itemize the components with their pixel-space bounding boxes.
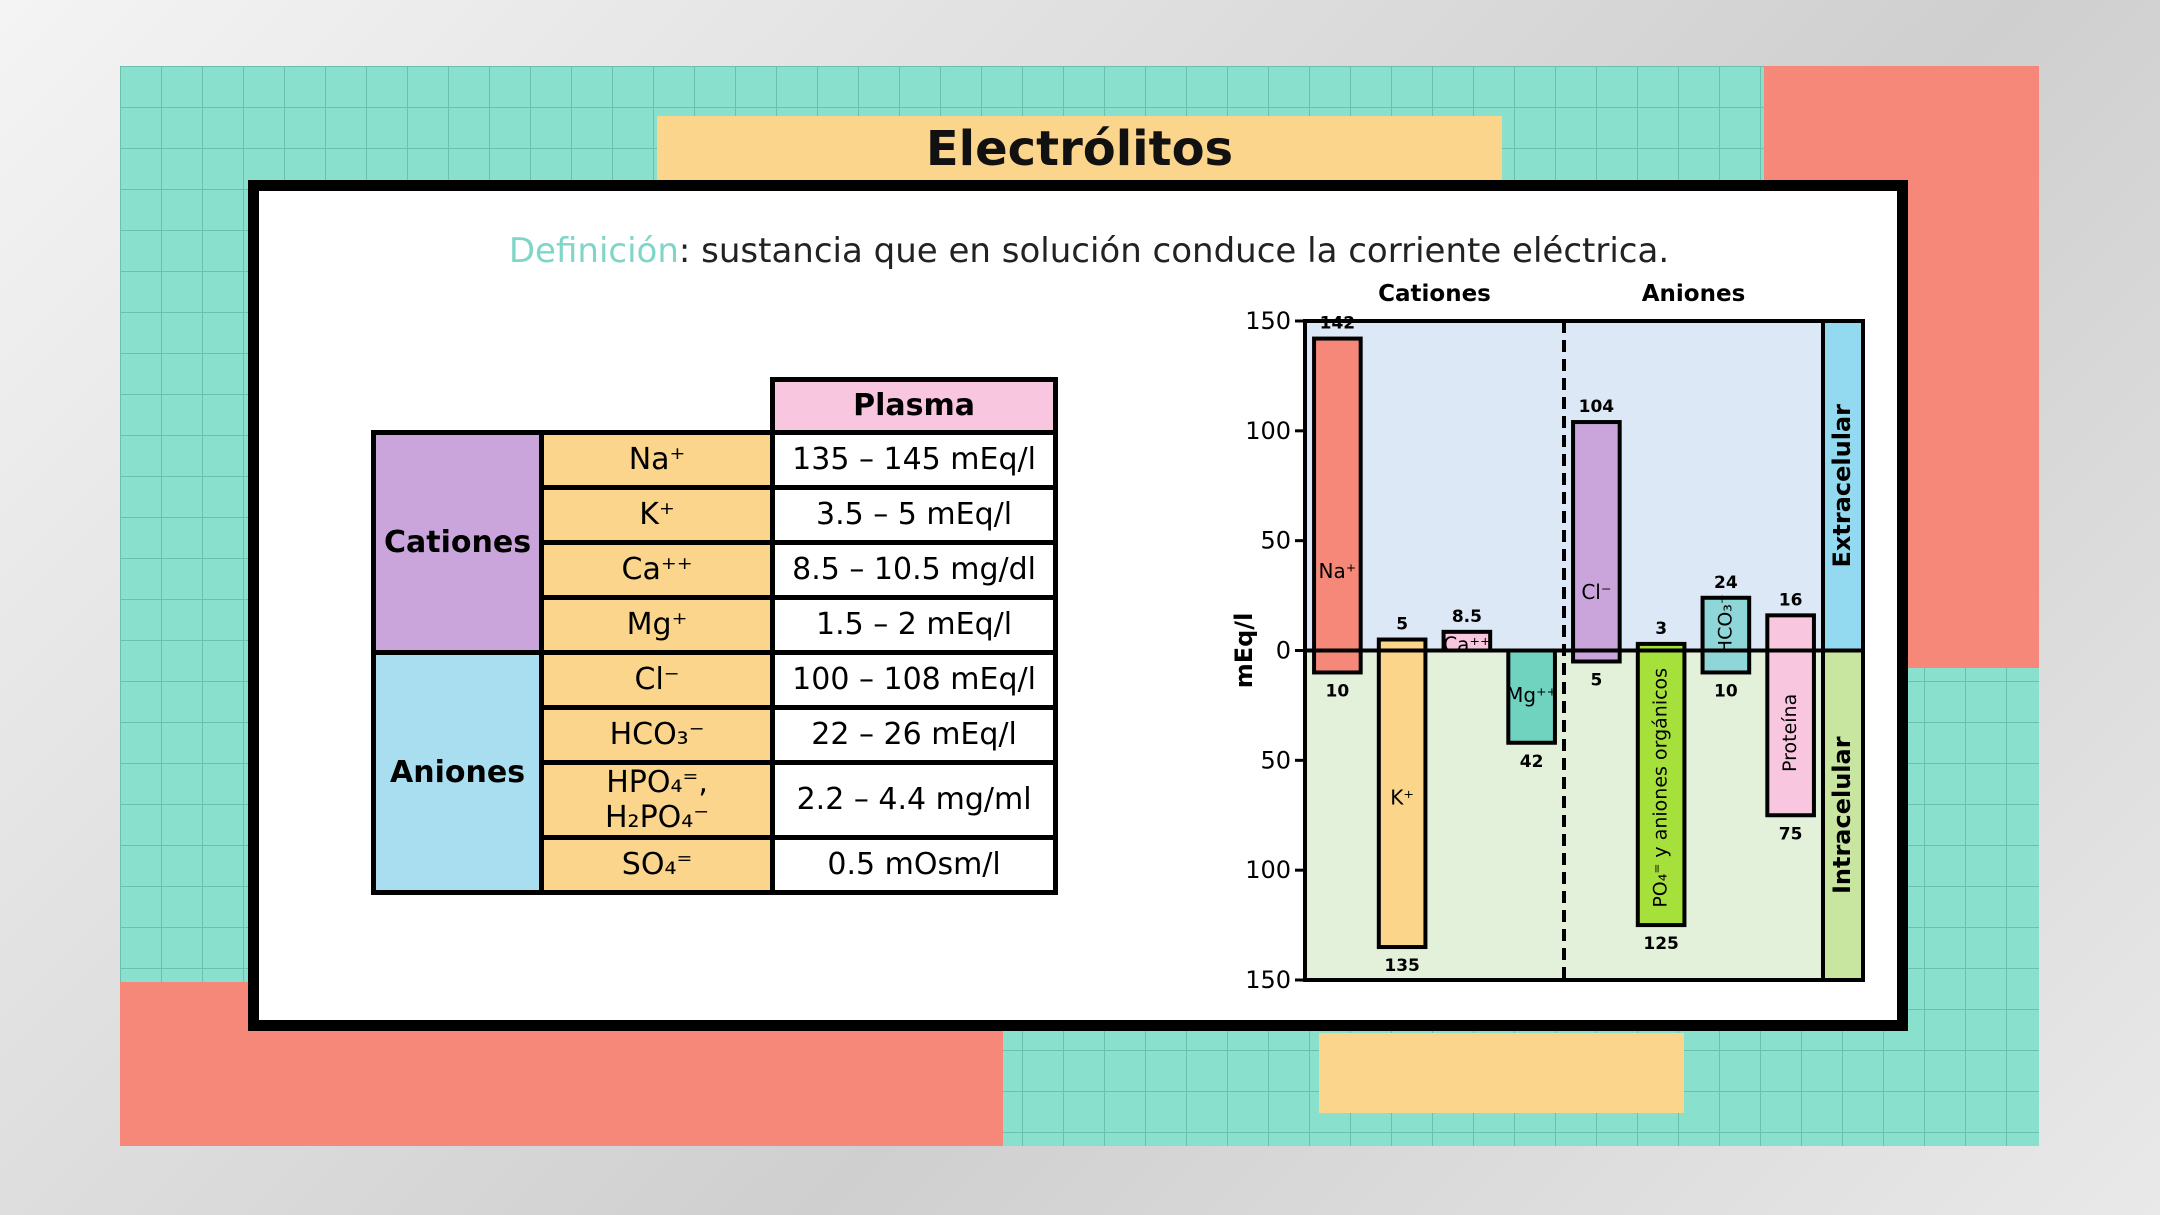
y-tick-label: 100 [1245,417,1291,445]
category-label: PO₄⁼ y aniones orgánicos [1650,668,1672,908]
series-label: Extracelular [1828,404,1856,568]
y-tick-label: 150 [1245,307,1291,335]
bar [1571,420,1622,653]
header-row: Plasma [374,377,1059,435]
ion: K⁺ [539,484,776,545]
ion: HPO₄⁼, H₂PO₄⁻ [539,759,776,840]
group-label: Aniones [1642,281,1746,307]
definition: Definición: sustancia que en solución co… [259,231,1919,271]
bar [1700,648,1752,675]
value-label: 8.5 [1452,607,1482,627]
value-label: 24 [1714,573,1738,593]
value: 100 – 108 mEq/l [770,649,1059,710]
value-label: 10 [1714,681,1738,701]
row: HCO₃⁻ 22 – 26 mEq/l [374,704,1059,765]
value-label: 3 [1655,619,1667,639]
table: Plasma Cationes Na⁺ 135 – 145 mEq/l K⁺ 3.5 – … [370,377,1059,895]
y-tick-label: 50 [1260,746,1291,774]
y-axis-label: mEq/l [1230,613,1258,689]
category-label: Na⁺ [1318,559,1356,583]
definition-text: : sustancia que en solución conduce la c… [678,231,1670,271]
ion: SO₄⁼ [539,834,776,895]
panel: Definición: sustancia que en solución co… [248,180,1908,1031]
value-label: 10 [1326,681,1350,701]
row: Ca⁺⁺ 8.5 – 10.5 mg/dl [374,539,1059,600]
bar [1765,613,1816,653]
row: K⁺ 3.5 – 5 mEq/l [374,484,1059,545]
bar [1506,648,1557,745]
value: 0.5 mOsm/l [770,834,1059,895]
category-label: K⁺ [1390,785,1414,809]
group-label: Aniones [370,649,545,895]
value: 8.5 – 10.5 mg/dl [770,539,1059,600]
y-tick-label: 150 [1245,966,1291,994]
definition-term: Definición [508,231,679,271]
value-label: 142 [1320,314,1356,334]
row: Mg⁺ 1.5 – 2 mEq/l [374,594,1059,655]
row: SO₄⁼ 0.5 mOsm/l [374,834,1059,895]
category-label: Proteína [1779,694,1801,772]
value-label: 104 [1579,397,1615,417]
value-label: 5 [1590,670,1602,690]
value-label: 5 [1396,615,1408,635]
y-tick-label: 100 [1245,856,1291,884]
ion: Na⁺ [539,429,776,490]
title: Electrólitos [657,116,1502,182]
group-label: Cationes [370,429,545,655]
category-label: Cl⁻ [1581,580,1611,604]
value: 3.5 – 5 mEq/l [770,484,1059,545]
value-label: 75 [1779,824,1803,844]
row: Aniones Cl⁻ 100 – 108 mEq/l [370,649,1059,895]
group-label: Cationes [1378,281,1491,307]
y-tick-label: 50 [1260,527,1291,555]
side-strip [1821,319,1865,653]
bar [1312,648,1363,675]
series-label: Intracelular [1828,736,1856,894]
category-label: HCO₃⁻ [1714,594,1736,654]
value-label: 135 [1384,956,1420,976]
ion: HCO₃⁻ [539,704,776,765]
value-label: 125 [1643,934,1679,954]
category-label: Ca⁺⁺ [1443,632,1490,656]
plot-frame [1303,319,1865,982]
value: 1.5 – 2 mEq/l [770,594,1059,655]
row: HPO₄⁼, H₂PO₄⁻ 2.2 – 4.4 mg/ml [374,759,1059,840]
value: 135 – 145 mEq/l [770,429,1059,490]
y-tick-label: 0 [1276,637,1291,665]
decor [1319,1033,1684,1113]
bar [1765,648,1816,818]
value: 22 – 26 mEq/l [770,704,1059,765]
ion: Mg⁺ [539,594,776,655]
value-label: 16 [1779,590,1803,610]
value: 2.2 – 4.4 mg/ml [770,759,1059,840]
bar [1635,648,1687,928]
bar [1312,336,1363,653]
chart: Extracelular Intracelular Cationes Aniones m… [1230,281,1865,994]
row: Cationes Na⁺ 135 – 145 mEq/l [370,429,1059,655]
ion: Cl⁻ [539,649,776,710]
column-header: Plasma [770,377,1059,435]
category-label: Mg⁺⁺ [1506,683,1557,707]
ion: Ca⁺⁺ [539,539,776,600]
value-label: 42 [1520,752,1544,772]
